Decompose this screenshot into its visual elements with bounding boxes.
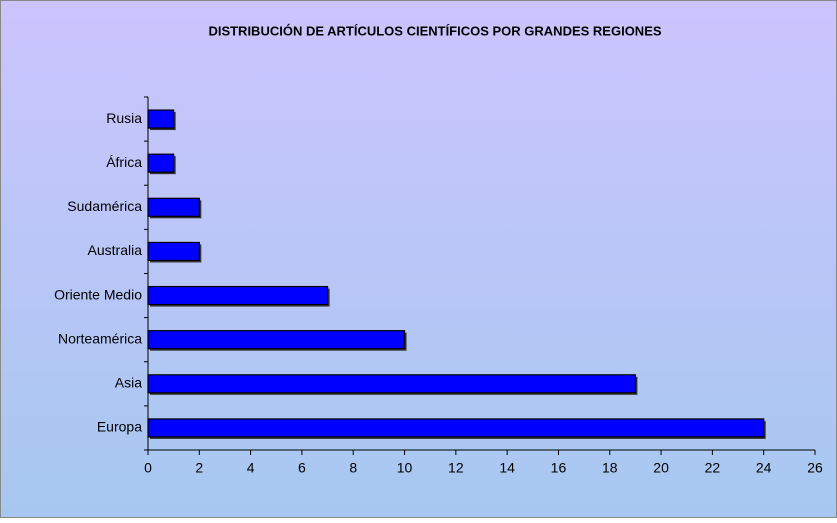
bar (147, 153, 175, 173)
bar (147, 330, 406, 350)
y-tick-label: Australia (88, 242, 143, 258)
y-tick-label: Rusia (106, 110, 142, 126)
x-tick-label: 8 (349, 460, 357, 476)
x-tick-label: 18 (602, 460, 618, 476)
y-tick-label: África (106, 154, 142, 170)
x-tick-label: 0 (144, 460, 152, 476)
x-tick-label: 12 (448, 460, 464, 476)
y-tick-label: Norteamérica (58, 330, 142, 346)
bar (147, 197, 200, 217)
bar (147, 109, 175, 129)
x-tick-label: 2 (195, 460, 203, 476)
x-tick-label: 10 (397, 460, 413, 476)
x-tick-label: 16 (551, 460, 567, 476)
bar (147, 285, 329, 306)
x-tick-label: 22 (705, 460, 721, 476)
x-tick-label: 26 (807, 460, 823, 476)
y-tick-label: Europa (97, 419, 142, 435)
x-tick-label: 6 (298, 460, 306, 476)
y-tick-label: Asia (115, 375, 142, 391)
x-tick-label: 14 (499, 460, 515, 476)
y-tick-label: Sudamérica (67, 198, 142, 214)
bar (147, 241, 200, 262)
y-tick-label: Oriente Medio (54, 286, 142, 302)
bar (147, 418, 765, 438)
x-tick-label: 4 (247, 460, 255, 476)
chart-title: DISTRIBUCIÓN DE ARTÍCULOS CIENTÍFICOS PO… (208, 23, 661, 38)
x-tick-label: 20 (653, 460, 669, 476)
x-tick-label: 24 (756, 460, 772, 476)
bar (147, 374, 637, 394)
